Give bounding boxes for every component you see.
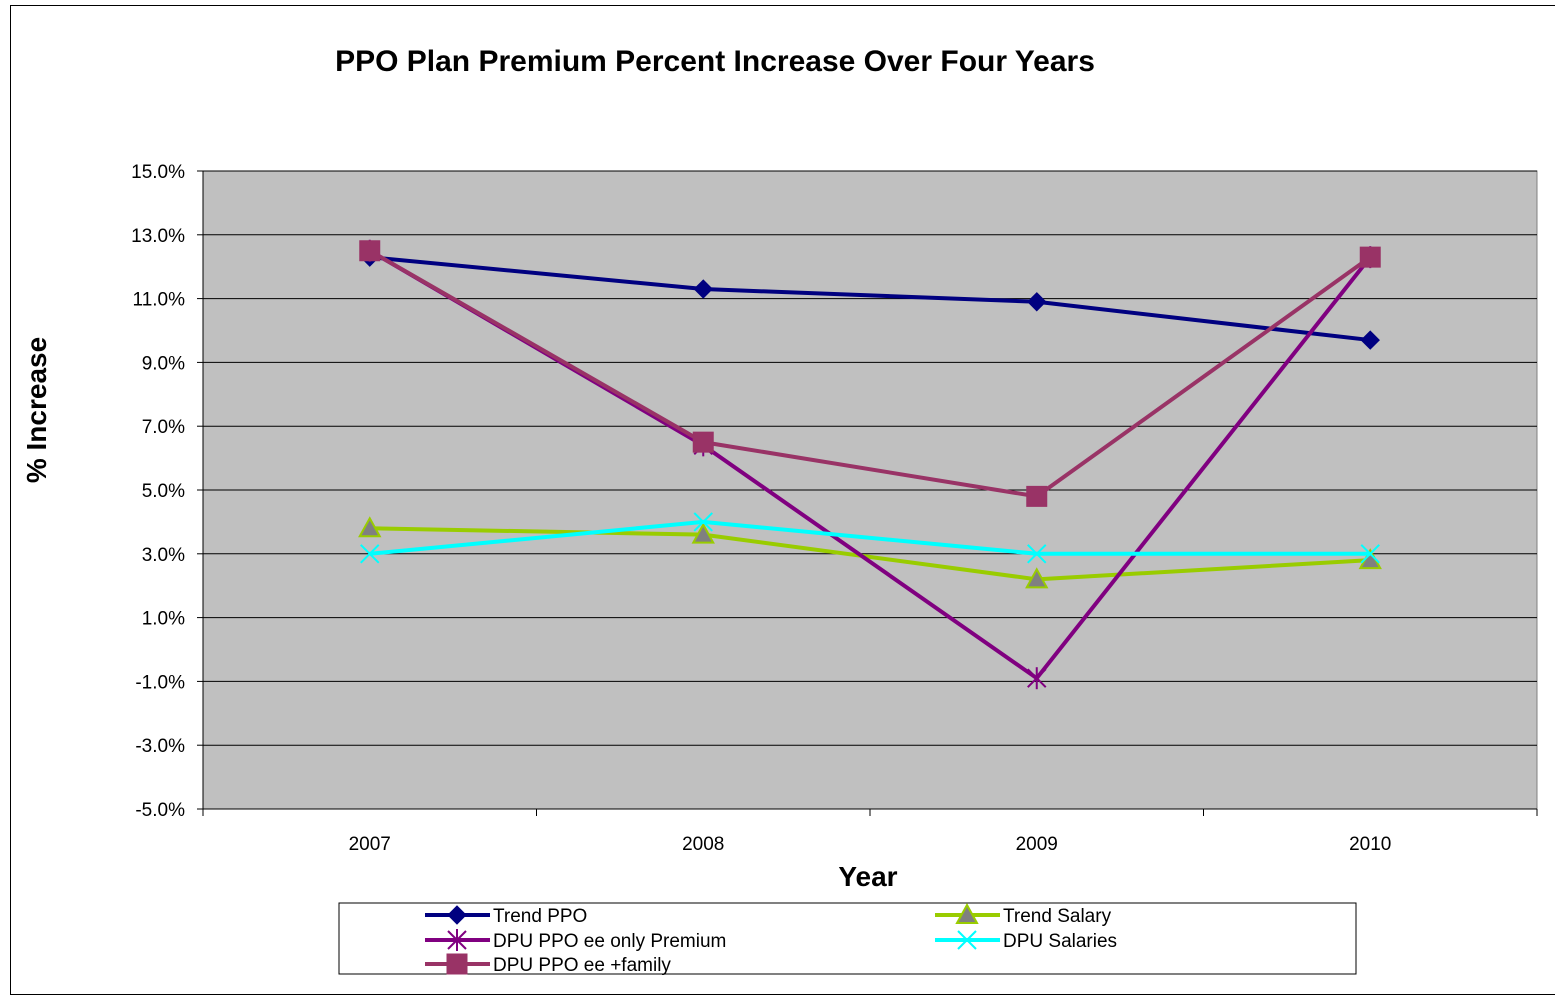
- legend-marker: [447, 905, 467, 925]
- legend-item: DPU Salaries: [935, 930, 1117, 952]
- legend-marker: [957, 930, 977, 950]
- series-dpu-ppo-ee-family: [359, 240, 1381, 507]
- legend-label: DPU PPO ee +family: [493, 955, 671, 976]
- data-point: [1027, 667, 1047, 690]
- data-point: [692, 431, 714, 453]
- axes: 15.0% 13.0% 11.0% 9.0% 7.0% 5.0% 3.0% 1.0% -1.0%…: [131, 162, 1538, 855]
- y-axis-title: % Increase: [21, 337, 52, 483]
- data-point: [1027, 292, 1047, 312]
- legend: [338, 902, 1357, 975]
- legend-marker: [955, 902, 979, 924]
- y-tick-label: 1.0%: [142, 609, 185, 630]
- y-tick-label: -5.0%: [135, 800, 185, 821]
- legend-item: Trend Salary: [935, 902, 1112, 927]
- x-tick-label: 2010: [1349, 834, 1391, 855]
- data-point: [1027, 544, 1047, 564]
- data-point: [1360, 544, 1380, 564]
- y-tick-label: 5.0%: [142, 481, 185, 502]
- legend-item: DPU PPO ee only Premium: [425, 929, 726, 952]
- y-tick-label: 7.0%: [142, 417, 185, 438]
- chart-title: PPO Plan Premium Percent Increase Over F…: [335, 45, 1095, 78]
- data-point: [693, 279, 713, 299]
- data-point: [693, 512, 713, 532]
- series-line: [369, 519, 1371, 556]
- data-point: [1359, 246, 1381, 268]
- data-point: [691, 522, 715, 544]
- series-dpu-salaries: [360, 512, 1380, 564]
- data-point: [1025, 567, 1049, 589]
- series-layer: [358, 239, 1382, 690]
- legend-marker: [446, 953, 468, 975]
- y-tick-label: 9.0%: [142, 353, 185, 374]
- legend-items: Trend PPO Trend Salary DPU PPO ee only Pre…: [425, 902, 1117, 976]
- legend-label: Trend PPO: [493, 906, 587, 927]
- x-tick-label: 2009: [1016, 834, 1058, 855]
- legend-item: Trend PPO: [425, 905, 587, 927]
- legend-label: DPU Salaries: [1003, 931, 1117, 952]
- data-point: [360, 544, 380, 564]
- series-line: [369, 526, 1371, 582]
- grid: [203, 170, 1537, 810]
- legend-item: DPU PPO ee +family: [425, 953, 671, 976]
- data-point: [359, 240, 381, 262]
- x-tick-label: 2007: [349, 834, 391, 855]
- x-tick-label: 2008: [682, 834, 724, 855]
- y-tick-label: -1.0%: [135, 672, 185, 693]
- data-point: [1360, 330, 1380, 350]
- series-line: [368, 249, 1372, 499]
- y-tick-label: 3.0%: [142, 545, 185, 566]
- legend-label: DPU PPO ee only Premium: [493, 931, 726, 952]
- data-point: [1026, 485, 1048, 507]
- y-tick-label: -3.0%: [135, 736, 185, 757]
- y-tick-label: 11.0%: [133, 290, 186, 311]
- y-tick-label: 13.0%: [131, 226, 185, 247]
- legend-label: Trend Salary: [1003, 906, 1112, 927]
- series-line: [369, 255, 1371, 343]
- x-axis-title: Year: [838, 861, 897, 892]
- y-tick-label: 15.0%: [131, 162, 185, 183]
- data-point: [358, 516, 382, 538]
- legend-marker: [447, 929, 467, 951]
